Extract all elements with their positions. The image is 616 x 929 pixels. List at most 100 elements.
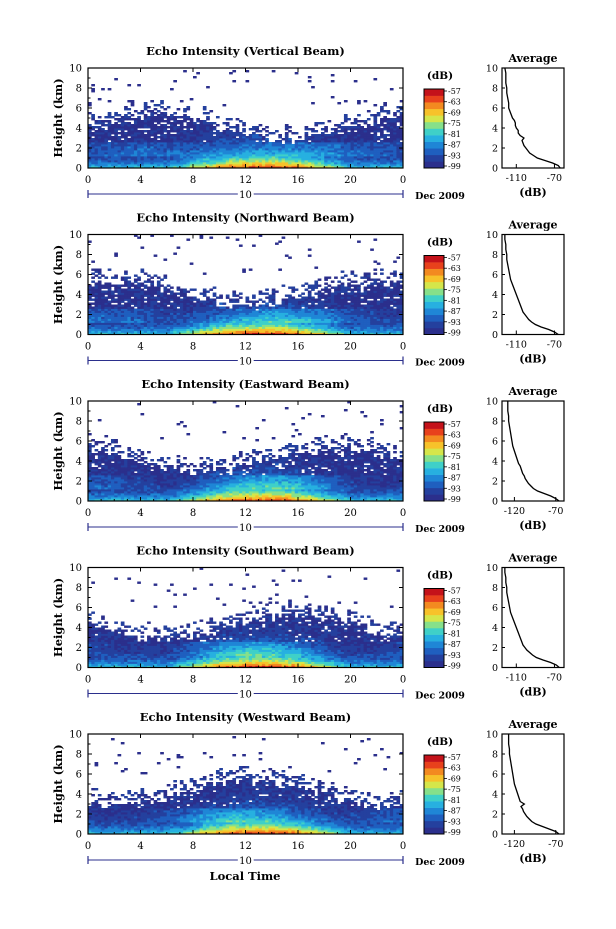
heatmap-cell	[160, 320, 164, 323]
heatmap-cell	[235, 158, 240, 161]
heatmap-cell	[104, 475, 109, 478]
heatmap-cell	[114, 320, 118, 323]
heatmap-cell	[350, 162, 355, 165]
heatmap-cell	[340, 138, 345, 141]
heatmap-cell	[117, 292, 122, 295]
heatmap-cell	[366, 324, 371, 327]
heatmap-cell	[127, 294, 132, 297]
heatmap-cell	[91, 158, 95, 161]
heatmap-cell	[156, 146, 161, 149]
heatmap-cell	[298, 332, 302, 335]
heatmap-cell	[120, 306, 125, 309]
heatmap-cell	[265, 164, 269, 167]
heatmap-cell	[127, 469, 132, 472]
heatmap-cell	[124, 304, 128, 307]
heatmap-cell	[104, 138, 109, 141]
heatmap-cell	[189, 160, 194, 163]
heatmap-cell	[291, 152, 296, 155]
heatmap-cell	[380, 286, 384, 289]
heatmap-cell	[363, 324, 368, 327]
heatmap-cell	[265, 162, 269, 165]
heatmap-cell	[291, 302, 296, 305]
heatmap-cell	[229, 166, 233, 169]
heatmap-cell	[163, 108, 168, 111]
heatmap-cell	[363, 306, 368, 309]
heatmap-cell	[114, 445, 118, 448]
heatmap-cell	[97, 477, 102, 480]
heatmap-cell	[389, 156, 394, 159]
heatmap-cell	[366, 296, 371, 299]
heatmap-cell	[209, 150, 214, 153]
heatmap-cell	[186, 150, 191, 153]
heatmap-cell	[107, 166, 112, 169]
heatmap-cell	[366, 330, 371, 333]
heatmap-cell	[147, 160, 151, 163]
heatmap-cell	[363, 146, 368, 149]
heatmap-cell	[88, 332, 92, 335]
heatmap-cell	[271, 146, 276, 149]
heatmap-cell	[120, 308, 125, 311]
heatmap-cell	[317, 152, 322, 155]
heatmap-cell	[232, 154, 237, 157]
heatmap-cell	[343, 148, 348, 151]
heatmap-cell	[268, 298, 273, 301]
heatmap-cell	[124, 485, 128, 488]
heatmap-cell	[320, 332, 325, 335]
heatmap-cell	[130, 118, 135, 121]
heatmap-cell	[320, 154, 325, 157]
heatmap-cell	[156, 308, 161, 311]
heatmap-cell	[334, 136, 338, 139]
heatmap-cell	[252, 144, 256, 147]
heatmap-cell	[393, 150, 397, 153]
heatmap-cell	[363, 298, 368, 301]
heatmap-cell	[150, 282, 155, 285]
heatmap-cell	[160, 332, 164, 335]
heatmap-cell	[117, 479, 122, 482]
heatmap-cell	[360, 154, 365, 157]
heatmap-cell	[117, 461, 122, 464]
heatmap-cell	[179, 136, 184, 139]
heatmap-cell	[104, 469, 109, 472]
heatmap-cell	[222, 324, 227, 327]
heatmap-cell	[275, 290, 279, 293]
heatmap-cell	[324, 130, 328, 133]
heatmap-cell	[294, 132, 299, 135]
heatmap-cell	[340, 286, 345, 289]
average-y-tick-label: 4	[492, 124, 498, 135]
heatmap-cell	[347, 150, 351, 153]
heatmap-cell	[265, 324, 269, 327]
heatmap-cell	[343, 114, 348, 117]
heatmap-cell	[265, 322, 269, 325]
heatmap-cell	[114, 140, 118, 143]
heatmap-cell	[275, 330, 279, 333]
heatmap-cell	[383, 322, 387, 325]
heatmap-cell	[393, 260, 397, 263]
heatmap-cell	[209, 310, 214, 313]
heatmap-cell	[347, 292, 351, 295]
heatmap-cell	[350, 318, 355, 321]
heatmap-cell	[334, 314, 338, 317]
heatmap-cell	[317, 136, 322, 139]
heatmap-cell	[294, 332, 299, 335]
heatmap-cell	[281, 302, 286, 305]
heatmap-cell	[357, 290, 361, 293]
heatmap-cell	[160, 156, 164, 159]
heatmap-cell	[104, 318, 109, 321]
heatmap-cell	[133, 463, 138, 466]
heatmap-cell	[330, 132, 335, 135]
heatmap-cell	[173, 160, 177, 163]
heatmap-cell	[337, 316, 342, 319]
heatmap-cell	[370, 154, 374, 157]
heatmap-cell	[232, 324, 237, 327]
heatmap-cell	[183, 152, 187, 155]
heatmap-cell	[140, 110, 145, 113]
heatmap-cell	[399, 154, 404, 157]
heatmap-cell	[370, 302, 374, 305]
heatmap-cell	[252, 304, 256, 307]
heatmap-cell	[91, 461, 95, 464]
heatmap-cell	[170, 152, 174, 155]
heatmap-cell	[376, 146, 381, 149]
heatmap-cell	[343, 290, 348, 293]
heatmap-cell	[248, 332, 253, 335]
heatmap-cell	[232, 158, 237, 161]
